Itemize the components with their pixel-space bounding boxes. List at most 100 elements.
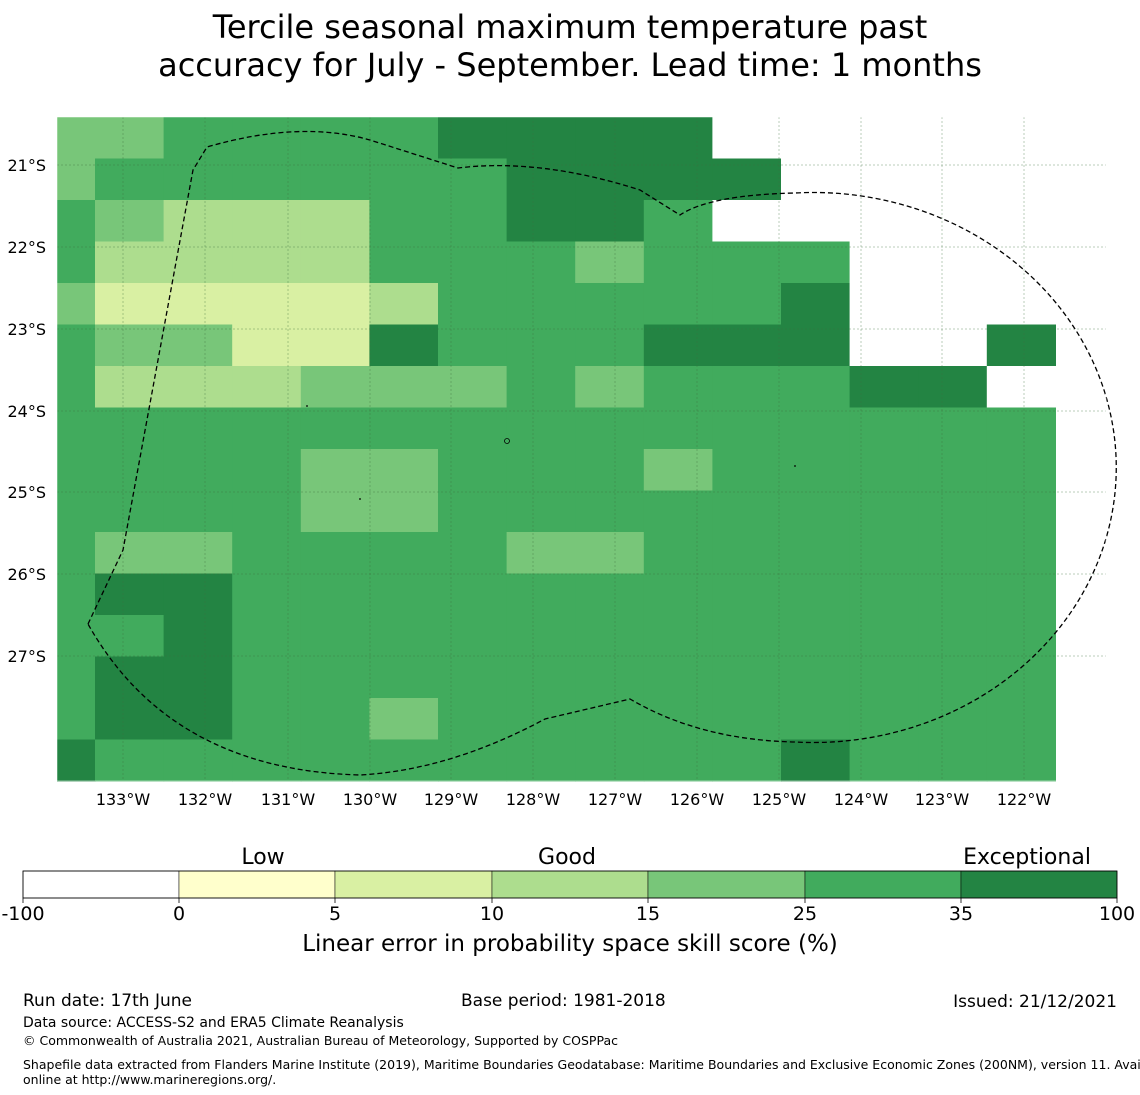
grid-cell	[369, 407, 439, 450]
grid-cell	[781, 532, 851, 575]
grid-cell	[163, 656, 233, 699]
skill-grid	[57, 117, 1056, 782]
base-period: Base period: 1981-2018	[461, 991, 666, 1011]
eez-boundary	[87, 130, 1117, 776]
grid-cell	[300, 158, 370, 201]
grid-cell	[712, 117, 782, 160]
grid-cell	[95, 241, 165, 284]
grid-cell	[95, 449, 165, 492]
grid-cell	[369, 615, 439, 658]
grid-cell	[643, 532, 713, 575]
grid-cell	[643, 158, 713, 201]
grid-cell	[986, 283, 1056, 326]
longitude-label: 123°W	[915, 790, 970, 809]
grid-cell	[781, 698, 851, 741]
colorbar-tick-label: 100	[1099, 903, 1135, 925]
grid-cell	[781, 366, 851, 409]
grid-cell	[849, 615, 919, 658]
grid-cell	[300, 283, 370, 326]
grid-cell	[643, 407, 713, 450]
grid-cell	[712, 407, 782, 450]
grid-cell	[300, 615, 370, 658]
grid-cell	[232, 283, 302, 326]
grid-cell	[438, 407, 508, 450]
longitude-label: 126°W	[670, 790, 725, 809]
grid-cell	[575, 698, 645, 741]
grid-cell	[369, 739, 439, 782]
grid-cell	[781, 739, 851, 782]
grid-cell	[232, 241, 302, 284]
grid-cell	[95, 158, 165, 201]
grid-cell	[57, 324, 96, 367]
grid-cell	[95, 656, 165, 699]
grid-cell	[986, 698, 1056, 741]
grid-cell	[300, 449, 370, 492]
grid-cell	[438, 324, 508, 367]
grid-cell	[369, 656, 439, 699]
longitude-label: 127°W	[588, 790, 643, 809]
grid-cell	[986, 573, 1056, 616]
latitude-label: 23°S	[7, 320, 46, 339]
grid-cell	[712, 241, 782, 284]
colorbar-segment	[647, 870, 806, 899]
grid-cell	[918, 698, 988, 741]
grid-cell	[849, 324, 919, 367]
map-title: Tercile seasonal maximum temperature pas…	[0, 8, 1140, 84]
grid-cell	[95, 698, 165, 741]
colorbar-tick-label: 10	[480, 903, 504, 925]
colorbar-tick-label: 25	[793, 903, 817, 925]
grid-cell	[575, 656, 645, 699]
grid-cell	[712, 739, 782, 782]
grid-cell	[163, 532, 233, 575]
grid-cell	[163, 449, 233, 492]
grid-cell	[918, 283, 988, 326]
grid-cell	[849, 573, 919, 616]
grid-cell	[57, 532, 96, 575]
grid-cell	[575, 407, 645, 450]
grid-cell	[300, 573, 370, 616]
grid-cell	[506, 656, 576, 699]
grid-cell	[57, 768, 95, 781]
grid-cell	[986, 324, 1056, 367]
grid-cell	[95, 283, 165, 326]
grid-cell	[712, 200, 782, 243]
grid-cell	[506, 283, 576, 326]
grid-cell	[506, 366, 576, 409]
grid-cell	[57, 200, 96, 243]
colorbar-segment	[804, 870, 962, 899]
grid-cell	[781, 449, 851, 492]
grid-cell	[575, 739, 645, 782]
grid-cell	[369, 158, 439, 201]
issued-date: Issued: 21/12/2021	[953, 992, 1117, 1012]
colorbar-segment	[960, 870, 1118, 899]
grid-cell	[506, 532, 576, 575]
longitude-label: 130°W	[343, 790, 398, 809]
longitude-labels: 133°W 132°W 131°W 130°W 129°W 128°W 127°W 126°W…	[96, 790, 1052, 809]
longitude-label: 131°W	[261, 790, 316, 809]
grid-cell	[781, 490, 851, 533]
grid-cell	[438, 200, 508, 243]
grid-cell	[643, 324, 713, 367]
grid-cell	[506, 324, 576, 367]
island-marker	[306, 405, 308, 407]
island-markers	[306, 405, 796, 500]
shapefile-credit-1: Shapefile data extracted from Flanders M…	[23, 1057, 1140, 1072]
grid-cell	[438, 158, 508, 201]
colorbar-tick-label: 5	[329, 903, 341, 925]
grid-cell	[643, 739, 713, 782]
grid-cell	[506, 158, 576, 201]
grid-cell	[781, 200, 851, 243]
grid-cell	[643, 698, 713, 741]
grid-cell	[506, 117, 576, 160]
grid-cell	[986, 490, 1056, 533]
latitude-label: 27°S	[7, 647, 46, 666]
grid-cell	[506, 739, 576, 782]
grid-cell	[438, 366, 508, 409]
grid-cell	[575, 324, 645, 367]
grid-cell	[643, 656, 713, 699]
grid-cell	[575, 615, 645, 658]
grid-cell	[986, 449, 1056, 492]
latitude-label: 25°S	[7, 483, 46, 502]
grid-cell	[712, 698, 782, 741]
grid-cell	[849, 117, 919, 160]
